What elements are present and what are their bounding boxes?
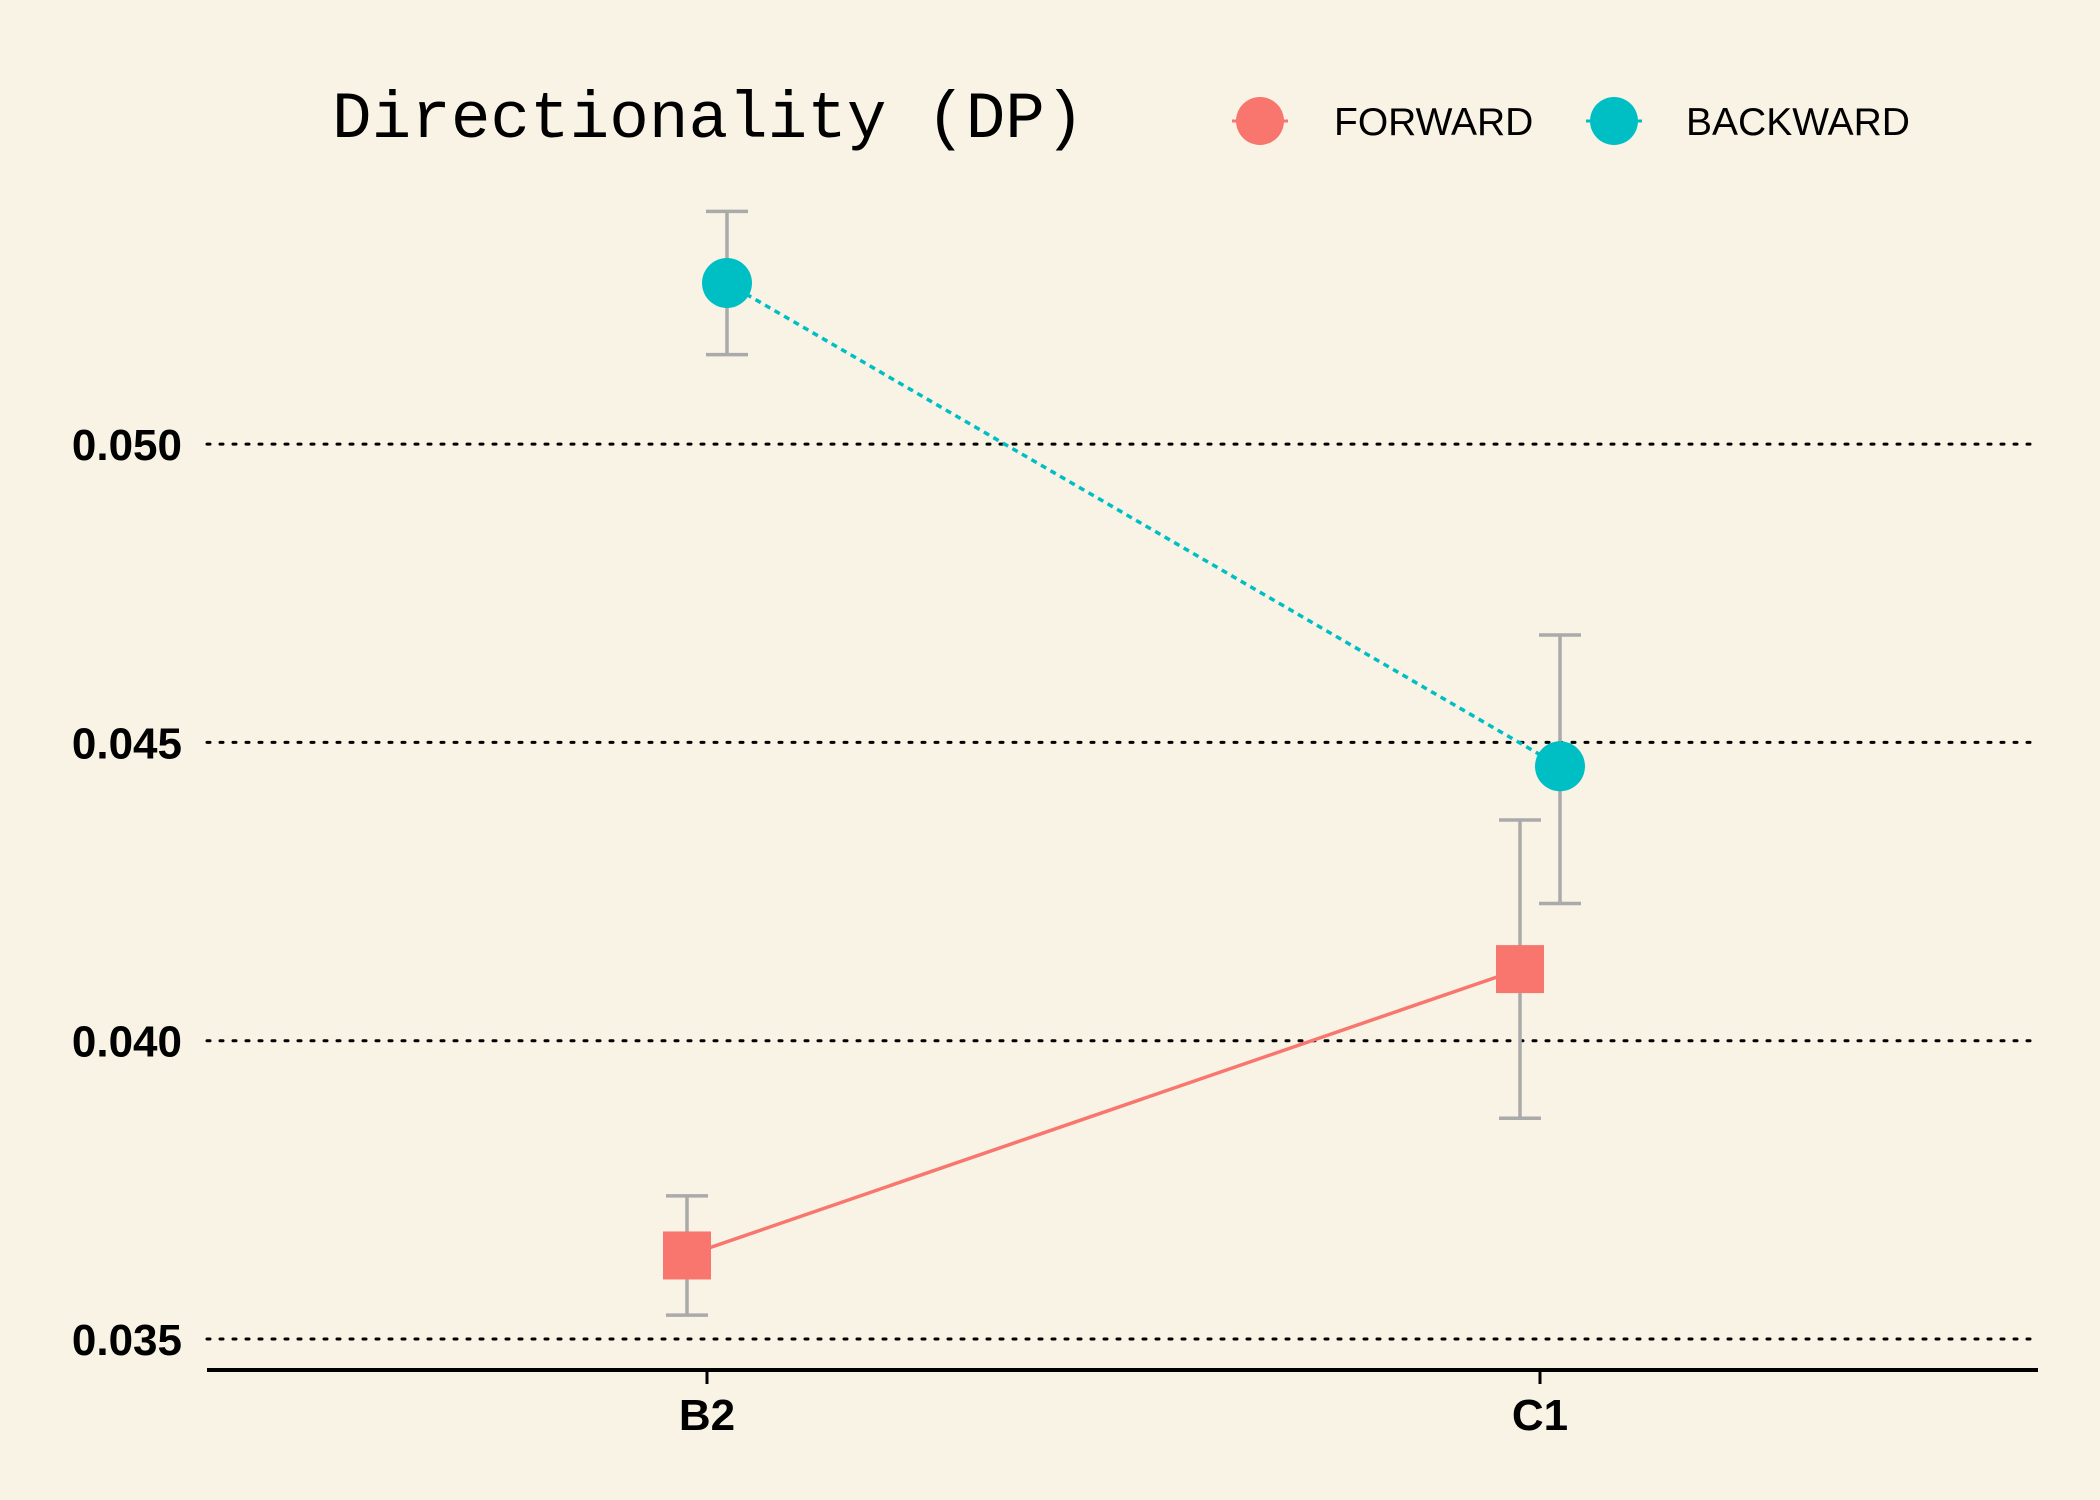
data-point-forward-B2 [663,1231,711,1280]
x-axis-ticks: B2 C1 [679,1370,1568,1440]
legend-label-forward: FORWARD [1334,101,1533,144]
legend-item-forward: FORWARD [1232,97,1533,145]
series-line-forward [686,967,1521,1258]
y-tick-label-0.045: 0.045 [72,719,182,768]
legend-label-backward: BACKWARD [1686,101,1910,144]
series-line-backward [726,281,1561,768]
data-point-backward-C1 [1535,741,1585,792]
legend: FORWARD BACKWARD [1232,97,1910,145]
chart-title: Directionality (DP) [332,82,1085,157]
data-point-backward-B2 [702,258,752,308]
y-tick-label-0.035: 0.035 [72,1316,182,1365]
y-tick-label-0.040: 0.040 [72,1018,182,1067]
x-tick-label-B2: B2 [679,1391,735,1440]
y-axis-tick-labels: 0.035 0.040 0.045 0.050 [72,421,182,1365]
legend-swatch-backward [1590,97,1638,145]
gridlines [205,442,2040,1341]
legend-swatch-forward [1236,97,1284,145]
data-point-forward-C1 [1496,945,1544,994]
series [663,209,1585,1317]
series-backward [702,209,1585,906]
legend-item-backward: BACKWARD [1586,97,1910,145]
y-tick-label-0.050: 0.050 [72,421,182,470]
series-forward [663,818,1544,1317]
x-tick-label-C1: C1 [1512,1391,1568,1440]
